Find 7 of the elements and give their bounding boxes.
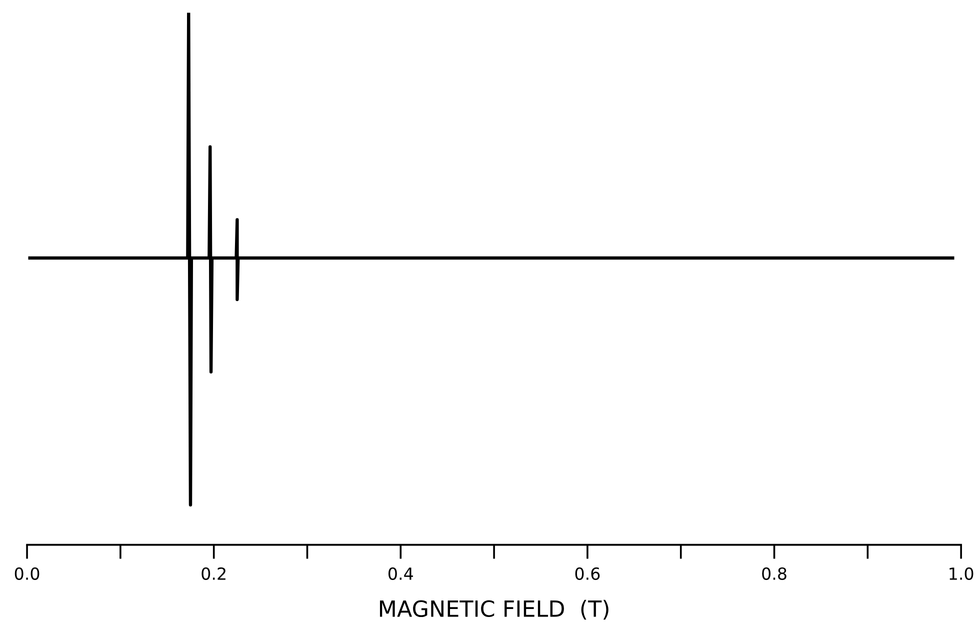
x-tick-label: 0.0 xyxy=(14,567,40,580)
x-tick-label: 0.6 xyxy=(575,567,600,580)
x-axis-title: MAGNETIC FIELD (T) xyxy=(380,600,608,620)
x-tick-label: 0.8 xyxy=(762,567,786,580)
x-tick-label: 0.4 xyxy=(388,567,413,580)
x-tick-label: 0.2 xyxy=(202,567,226,580)
x-tick-label: 1.0 xyxy=(950,567,974,580)
